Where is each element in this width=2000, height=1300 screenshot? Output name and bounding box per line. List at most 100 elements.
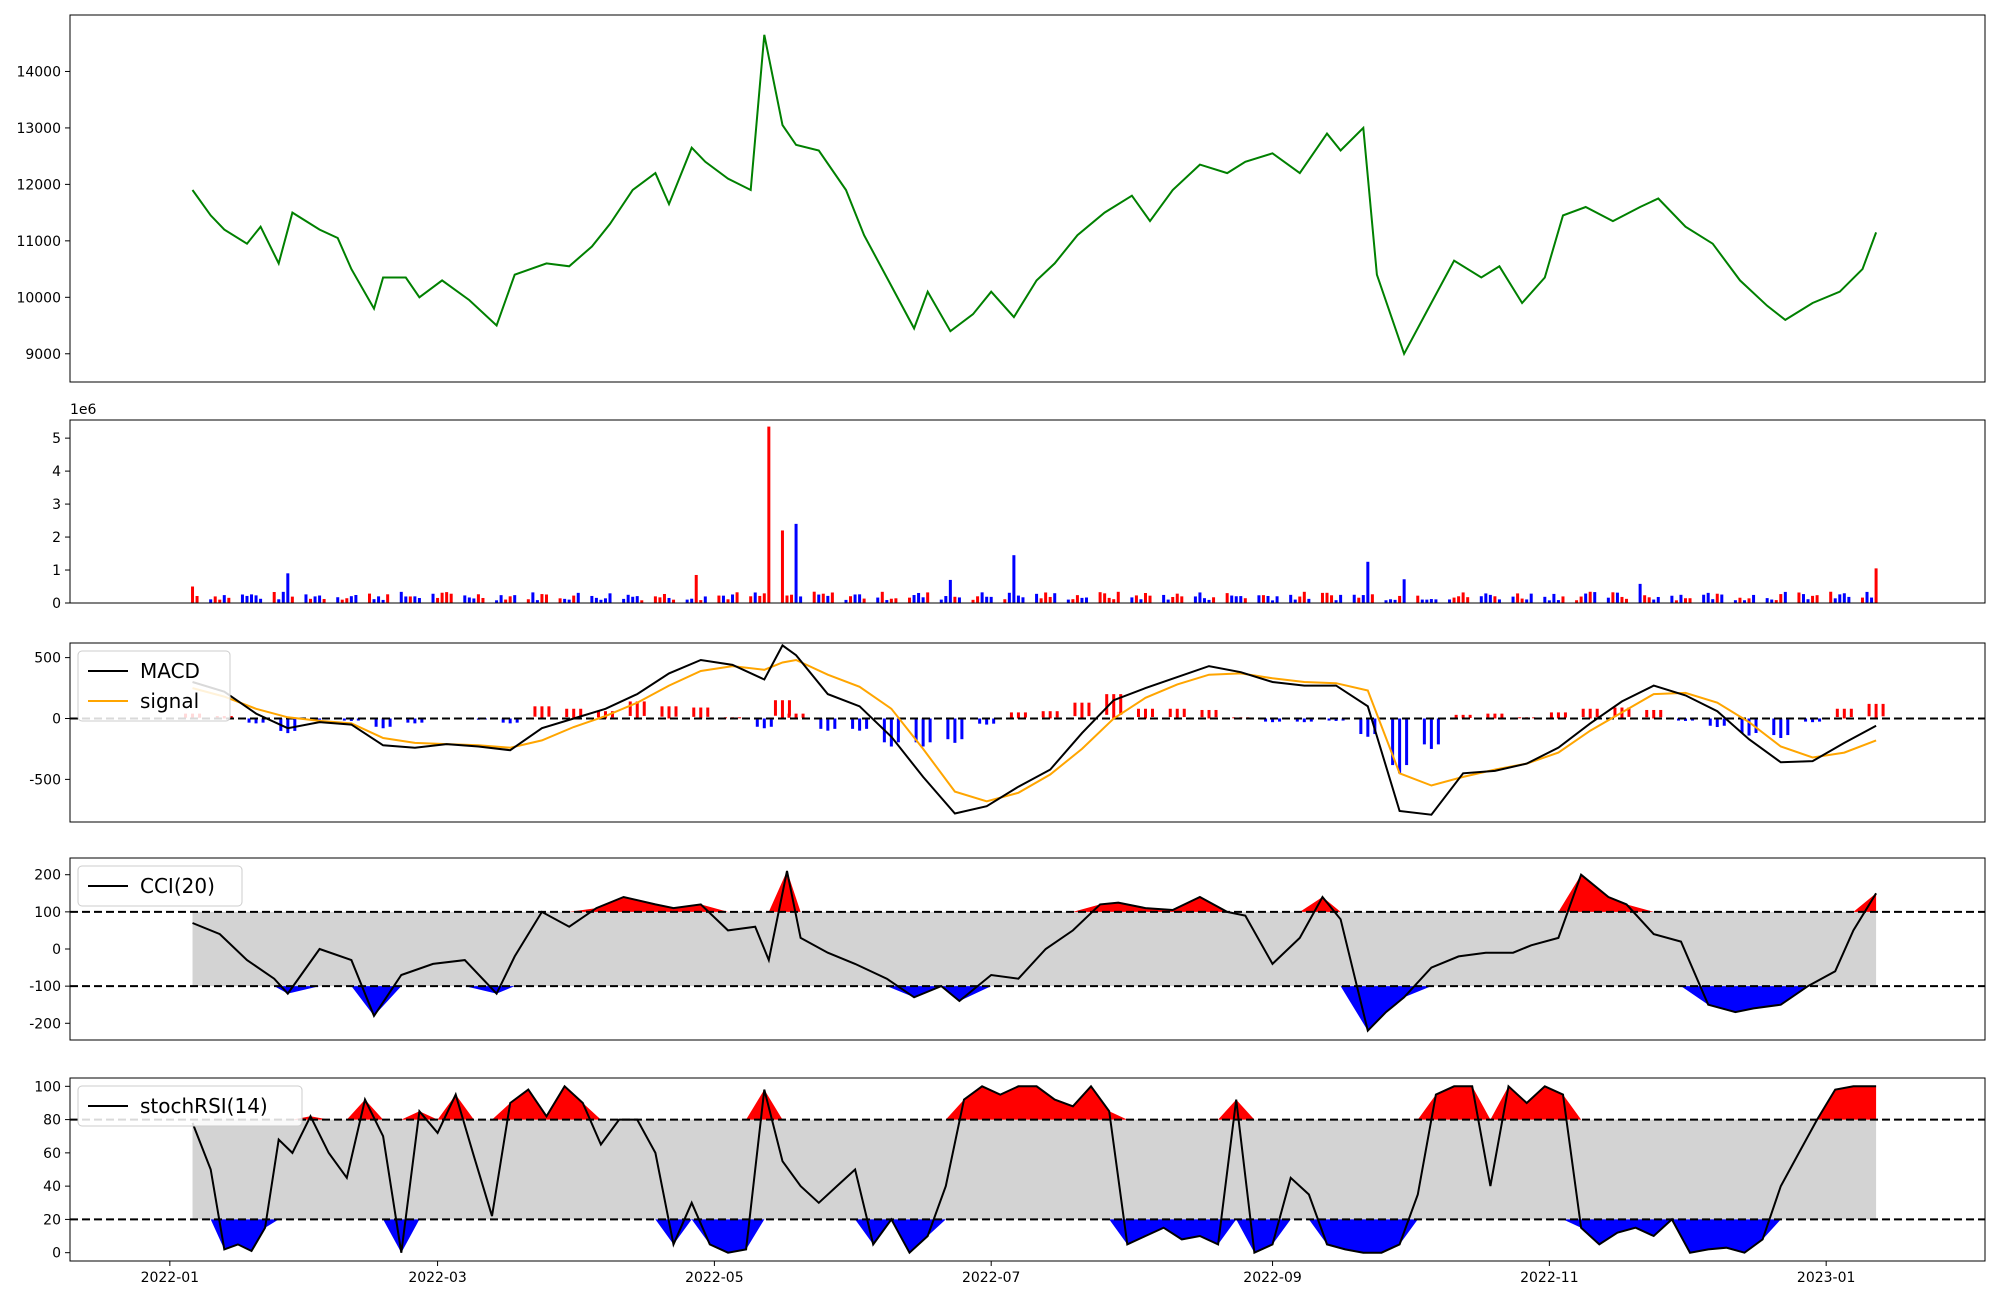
volume-bar [336, 597, 340, 603]
volume-bar [1679, 594, 1683, 603]
volume-bar [309, 598, 313, 603]
volume-bar [372, 599, 376, 603]
volume-bar [1239, 596, 1243, 603]
x-tick-label: 2022-11 [1520, 1270, 1579, 1286]
price-frame [69, 14, 1986, 383]
macd-histogram-bar [1016, 712, 1020, 719]
macd-frame [69, 642, 1986, 823]
volume-bar [463, 595, 467, 603]
volume-bar [1420, 599, 1424, 603]
x-axis: 2022-01 2022-03 2022-05 2022-07 2022-09 2022-… [141, 1261, 1856, 1286]
volume-bar [1039, 598, 1043, 603]
macd-histogram-bar [1232, 717, 1236, 719]
macd-histogram-bar [1849, 708, 1853, 718]
volume-bar [735, 592, 739, 603]
macd-histogram-bar [1073, 702, 1077, 717]
volume-bar [1112, 599, 1116, 603]
price-ytick-label: 12000 [16, 177, 61, 193]
macd-histogram-bar [1429, 718, 1433, 749]
volume-bar [1393, 599, 1397, 603]
macd-histogram-bar [247, 718, 251, 723]
cci-oversold-fill [192, 986, 1877, 1031]
macd-histogram-bar [1200, 709, 1204, 718]
volume-bar [250, 594, 254, 603]
volume-bar [1053, 593, 1057, 603]
volume-bar [1361, 595, 1365, 603]
volume-bar [572, 595, 576, 603]
volume-bar [749, 596, 753, 603]
volume-bar [445, 592, 449, 603]
macd-histogram-bar [515, 718, 519, 723]
volume-bar [1461, 592, 1465, 603]
volume-bar [1738, 597, 1742, 603]
stochrsi-ytick-label: 0 [52, 1246, 61, 1262]
volume-bar [218, 599, 222, 603]
volume-bar [640, 600, 644, 603]
volume-bar [1493, 596, 1497, 603]
volume-bar [1615, 592, 1619, 603]
volume-bar [1765, 598, 1769, 603]
cci-ytick-label: -200 [29, 1016, 61, 1032]
volume-bar [417, 598, 421, 603]
volume-bar [277, 599, 281, 603]
volume-bar [1230, 595, 1234, 603]
macd-histogram-bar [1645, 709, 1649, 718]
volume-bar [1302, 591, 1306, 603]
volume-bar [894, 598, 898, 603]
volume-bar [1870, 597, 1874, 603]
macd-histogram-bar [851, 718, 855, 729]
macd-histogram-bar [1588, 708, 1592, 719]
volume-bar [1107, 597, 1111, 603]
price-ytick-label: 9000 [25, 347, 61, 363]
volume-bar [440, 592, 444, 603]
x-tick-label: 2022-03 [408, 1270, 467, 1286]
x-tick-label: 2022-05 [685, 1270, 744, 1286]
macd-histogram-bar [635, 701, 639, 719]
volume-bar [1334, 600, 1338, 603]
volume-bar [1330, 595, 1334, 603]
volume-bar [885, 600, 889, 603]
volume-bar [1874, 568, 1878, 603]
macd-histogram-bar [914, 718, 918, 743]
volume-bar [1425, 599, 1429, 603]
volume-bar [794, 523, 798, 603]
volume-bar [1080, 597, 1084, 603]
x-tick-label: 2022-09 [1243, 1270, 1302, 1286]
volume-bar [1275, 596, 1279, 603]
volume-bar [1497, 599, 1501, 603]
macd-histogram-bar [833, 718, 837, 729]
cci-ytick-label: 0 [52, 942, 61, 958]
macd-line [192, 643, 1877, 816]
volume-bar [381, 599, 385, 603]
volume-bar [558, 598, 562, 603]
macd-histogram-bar [1041, 711, 1045, 718]
volume-bar [830, 592, 834, 603]
volume-bar [254, 595, 258, 603]
volume-bar [1525, 599, 1529, 603]
price-ytick-label: 14000 [16, 64, 61, 80]
volume-bar [1797, 592, 1801, 603]
x-tick-label: 2022-07 [962, 1270, 1021, 1286]
macd-histogram-bar [1454, 714, 1458, 718]
macd-histogram-bar [1182, 708, 1186, 718]
volume-bar [508, 596, 512, 603]
macd-histogram-bar [1549, 712, 1553, 718]
macd-histogram-bar [388, 718, 392, 727]
macd-histogram-bar [1613, 707, 1617, 717]
price-panel: 9000 10000 11000 12000 13000 14000 [16, 14, 1986, 383]
cci-neutral-band [192, 911, 1877, 987]
macd-ytick-label: -500 [29, 772, 61, 788]
macd-histogram-bar [501, 718, 505, 723]
macd-histogram-bar [692, 707, 696, 717]
volume-ytick-label: 4 [52, 464, 61, 480]
volume-bar [767, 426, 771, 603]
macd-histogram-bar [1804, 718, 1808, 722]
volume-bar [408, 596, 412, 603]
volume-bar [476, 594, 480, 603]
x-tick-label: 2023-01 [1797, 1270, 1856, 1286]
volume-bar [449, 593, 453, 603]
volume-bar [626, 594, 630, 603]
legend-label: MACD [140, 659, 200, 683]
stochrsi-line [191, 1084, 1877, 1255]
